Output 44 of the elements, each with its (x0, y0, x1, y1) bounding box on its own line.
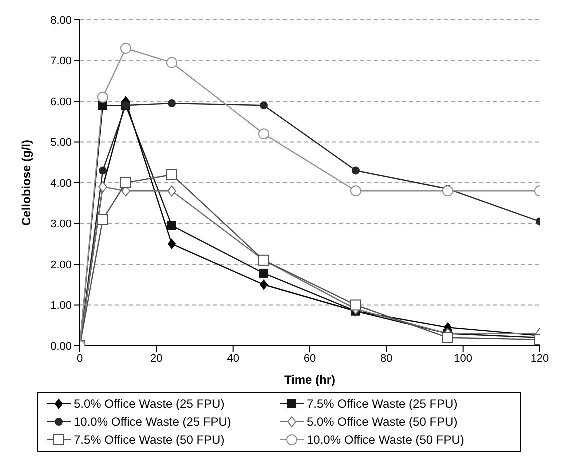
y-tick-label: 0.00 (50, 340, 72, 353)
y-tick-label: 3.00 (50, 218, 72, 231)
point (99, 166, 107, 175)
legend-label: 10.0% Office Waste (25 FPU) (74, 415, 232, 429)
x-tick-label: 20 (150, 352, 163, 365)
point (352, 166, 360, 175)
y-tick-label: 8.00 (50, 14, 72, 27)
point (120, 178, 132, 188)
y-axis-title: Cellobiose (g/l) (19, 140, 34, 226)
legend-label: 7.5% Office Waste (25 FPU) (307, 397, 458, 411)
y-tick-label: 6.00 (50, 96, 72, 108)
point (260, 280, 268, 290)
point (98, 92, 108, 103)
point (98, 214, 108, 226)
x-tick-label: 0 (76, 352, 84, 365)
point (442, 332, 454, 344)
y-tick-label: 4.00 (50, 178, 72, 190)
y-tick-label: 1.00 (50, 300, 72, 312)
point (166, 57, 178, 68)
y-tick-label: 5.00 (50, 137, 72, 150)
point (168, 239, 176, 250)
x-tick-label: 40 (227, 352, 240, 365)
x-tick-label: 80 (380, 352, 393, 365)
point (260, 268, 268, 278)
x-tick-label: 60 (304, 352, 316, 365)
legend-label: 5.0% Office Waste (50 FPU) (307, 415, 458, 429)
point (168, 100, 176, 108)
point (168, 221, 176, 230)
point (120, 43, 132, 54)
y-tick-label: 2.00 (50, 259, 72, 272)
x-tick-label: 100 (454, 352, 473, 365)
point (350, 300, 362, 311)
x-axis-title: Time (hr) (284, 373, 336, 387)
point (258, 128, 270, 140)
x-tick-label: 120 (530, 352, 550, 365)
y-tick-label: 7.00 (50, 56, 72, 68)
point (442, 186, 454, 197)
point (350, 186, 362, 197)
point (166, 169, 178, 180)
point (260, 102, 268, 110)
legend-label: 10.0% Office Waste (50 FPU) (307, 433, 464, 447)
point (168, 186, 176, 197)
legend-label: 7.5% Office Waste (50 FPU) (74, 433, 225, 447)
legend-label: 5.0% Office Waste (25 FPU) (74, 397, 225, 411)
